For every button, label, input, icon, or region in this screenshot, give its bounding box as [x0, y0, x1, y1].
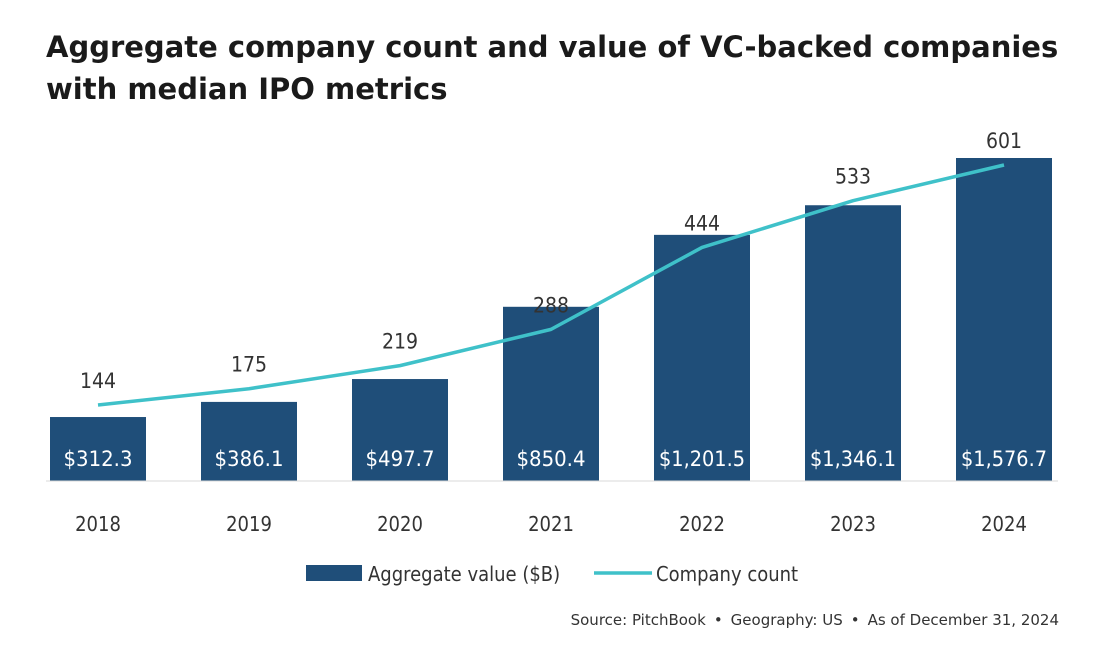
as-of-text: As of December 31, 2024 [867, 611, 1059, 629]
legend: Aggregate value ($B) Company count [306, 562, 798, 586]
point-labels-group: 144 175 219 288 444 533 601 [80, 129, 1022, 393]
bar-2019 [201, 401, 297, 481]
x-tick-label: 2019 [226, 512, 272, 536]
bar-2023 [805, 205, 901, 482]
bar-2024 [956, 158, 1052, 481]
geography-text: Geography: US [730, 611, 843, 629]
separator-dot: • [713, 611, 723, 629]
count-label: 175 [231, 353, 267, 377]
count-label: 219 [382, 330, 418, 354]
bar-value-label: $386.1 [215, 447, 284, 471]
separator-dot: • [850, 611, 860, 629]
x-tick-label: 2024 [981, 512, 1027, 536]
bar-value-label: $850.4 [517, 447, 586, 471]
bar-value-label: $1,576.7 [961, 447, 1047, 471]
x-tick-label: 2018 [75, 512, 121, 536]
bars-group [50, 158, 1052, 482]
bar-2020 [352, 379, 448, 481]
legend-bar-label: Aggregate value ($B) [368, 562, 560, 586]
bar-value-label: $312.3 [64, 447, 133, 471]
bar-2022 [654, 234, 750, 481]
x-tick-labels: 2018 2019 2020 2021 2022 2023 2024 [75, 512, 1027, 536]
x-tick-label: 2021 [528, 512, 574, 536]
bar-value-label: $497.7 [366, 447, 435, 471]
bar-labels-group: $312.3 $386.1 $497.7 $850.4 $1,201.5 $1,346.1… [64, 447, 1048, 471]
count-label: 288 [533, 293, 569, 317]
legend-line-label: Company count [656, 562, 798, 586]
bar-2018 [50, 417, 146, 481]
bar-value-label: $1,346.1 [810, 447, 896, 471]
source-note: Source: PitchBook • Geography: US • As of De… [571, 611, 1059, 629]
source-text: Source: PitchBook [570, 611, 706, 629]
bar-value-label: $1,201.5 [659, 447, 745, 471]
x-tick-label: 2022 [679, 512, 725, 536]
company-count-line [97, 163, 1005, 407]
legend-bar-swatch [306, 565, 362, 581]
count-label: 144 [80, 369, 116, 393]
count-label: 444 [684, 211, 720, 235]
x-tick-label: 2020 [377, 512, 423, 536]
count-label: 601 [986, 129, 1022, 153]
x-tick-label: 2023 [830, 512, 876, 536]
chart-title: Aggregate company count and value of VC-… [46, 30, 1059, 106]
count-label: 533 [835, 165, 871, 189]
